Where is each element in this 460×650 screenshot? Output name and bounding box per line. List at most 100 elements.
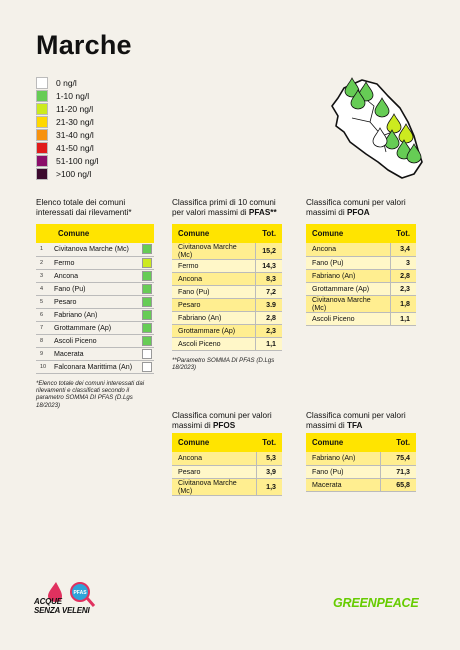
rank-number: 3 [36, 269, 52, 283]
greenpeace-logo: GREENPEACE [333, 596, 419, 610]
pfoa-title-1: Classifica comuni per valori [306, 198, 406, 207]
acque-senza-veleni-logo: PFAS ACQUE SENZA VELENI [34, 580, 104, 620]
drop-marker-icon [372, 127, 388, 148]
table-row: Fano (Pu) 3 [306, 256, 416, 270]
tfa-table: Comune Tot. Fabriano (An) 75,4 Fano (Pu) 71,… [306, 433, 416, 492]
comune-name: Fano (Pu) [306, 256, 391, 270]
table-row: Civitanova Marche (Mc) 1,8 [306, 295, 416, 313]
tot-value: 3,9 [256, 465, 282, 479]
tot-value: 2,8 [255, 311, 282, 325]
comune-name: Pesaro [172, 465, 257, 479]
legend-swatch [36, 142, 48, 155]
table-row: Ancona 5,3 [172, 452, 282, 466]
pfos-header-tot: Tot. [256, 433, 282, 452]
pfoa-title-bold: PFOA [346, 208, 370, 217]
table-row: Civitanova Marche (Mc) 15,2 [172, 243, 282, 260]
rank-number: 4 [36, 282, 52, 296]
legend-label: 41-50 ng/l [56, 143, 94, 154]
rank-number: 6 [36, 308, 52, 322]
tfa-header-tot: Tot. [380, 433, 416, 452]
table-row: Grottammare (Ap) 2,3 [306, 282, 416, 296]
comune-name: Fano (Pu) [172, 285, 257, 299]
tot-value: 2,8 [390, 269, 416, 283]
comune-name: Fermo [52, 256, 140, 270]
comune-name: Grottammare (Ap) [172, 324, 257, 338]
comune-name: Fabriano (An) [306, 452, 382, 466]
table-row: Fermo 14,3 [172, 259, 282, 273]
comune-name: Ancona [306, 243, 391, 257]
comune-name: Falconara Marittima (An) [52, 360, 140, 374]
pfas-title-2: per valori massimi di [172, 208, 249, 217]
table-row: 2 Fermo [36, 256, 154, 270]
pfos-title-bold: PFOS [212, 421, 236, 430]
legend-item: 51-100 ng/l [36, 155, 99, 168]
drop-marker-icon [406, 143, 422, 164]
color-legend: 0 ng/l 1-10 ng/l 11-20 ng/l 21-30 ng/l 31-40… [36, 76, 99, 181]
comune-name: Ancona [172, 452, 257, 466]
tot-value: 3 [390, 256, 416, 270]
level-color-square [142, 296, 152, 307]
rank-number: 2 [36, 256, 52, 270]
legend-label: 11-20 ng/l [56, 103, 94, 114]
table-row: 5 Pesaro [36, 295, 154, 309]
campaign-badge-text: PFAS [73, 590, 87, 596]
legend-swatch [36, 168, 48, 181]
tfa-header-comune: Comune [306, 433, 381, 452]
tot-value: 65,8 [380, 478, 416, 492]
comune-name: Fabriano (An) [172, 311, 257, 325]
comune-name: Civitanova Marche (Mc) [172, 243, 257, 260]
rank-number: 1 [36, 243, 52, 257]
comune-name: Macerata [52, 347, 140, 361]
comune-name: Ascoli Piceno [306, 312, 391, 326]
pfas-table: Comune Tot. Civitanova Marche (Mc) 15,2 Fer… [172, 224, 282, 351]
level-color-square [142, 244, 152, 255]
pfos-table: Comune Tot. Ancona 5,3 Pesaro 3,9 Civitanova … [172, 433, 282, 496]
marche-map-icon [331, 77, 423, 179]
table-row: Ascoli Piceno 1,1 [306, 312, 416, 326]
legend-label: 0 ng/l [56, 77, 77, 88]
pfoa-section: Classifica comuni per valori massimi di … [306, 198, 416, 326]
comune-name: Ascoli Piceno [52, 334, 140, 348]
comune-name: Civitanova Marche (Mc) [172, 478, 257, 496]
table-row: Pesaro 3.9 [172, 298, 282, 312]
table-row: 9 Macerata [36, 347, 154, 361]
table-row: Pesaro 3,9 [172, 465, 282, 479]
table-row: Grottammare (Ap) 2,3 [172, 324, 282, 338]
rank-number: 8 [36, 334, 52, 348]
legend-swatch [36, 128, 48, 141]
tot-value: 14,3 [255, 259, 282, 273]
comune-name: Macerata [306, 478, 382, 492]
tfa-title-1: Classifica comuni per valori [306, 411, 406, 420]
table-row: Macerata 65,8 [306, 478, 416, 492]
comune-name: Ancona [172, 272, 257, 286]
level-color-square [142, 257, 152, 268]
table-row: 3 Ancona [36, 269, 154, 283]
tot-value: 15,2 [255, 243, 282, 260]
tot-value: 2,3 [390, 282, 416, 296]
comune-name: Fano (Pu) [306, 465, 382, 479]
table-row: 4 Fano (Pu) [36, 282, 154, 296]
pfoa-header-tot: Tot. [390, 224, 416, 243]
tot-value: 1,1 [255, 337, 282, 351]
legend-swatch [36, 76, 48, 89]
tot-value: 1,3 [256, 478, 282, 496]
level-color-square [142, 283, 152, 294]
pfas-header-comune: Comune [172, 224, 256, 243]
page-title: Marche [36, 30, 132, 60]
tot-value: 75,4 [380, 452, 416, 466]
table-row: 10 Falconara Marittima (An) [36, 360, 154, 374]
tot-value: 7,2 [255, 285, 282, 299]
tot-value: 1,8 [390, 295, 416, 313]
comune-name: Pesaro [52, 295, 140, 309]
legend-item: 21-30 ng/l [36, 115, 99, 128]
legend-swatch [36, 89, 48, 102]
level-color-square [142, 348, 152, 359]
table-row: Fabriano (An) 2,8 [306, 269, 416, 283]
comune-name: Fabriano (An) [306, 269, 391, 283]
comuni-list-note: *Elenco totale dei comuni interessati da… [36, 379, 145, 409]
table-row: 7 Grottammare (Ap) [36, 321, 154, 335]
level-color-square [142, 309, 152, 320]
comuni-list-table: Comune 1 Civitanova Marche (Mc) 2 Fermo 3 Anc… [36, 224, 154, 374]
pfos-title-2: massimi di [172, 421, 213, 430]
tot-value: 2,3 [255, 324, 282, 338]
